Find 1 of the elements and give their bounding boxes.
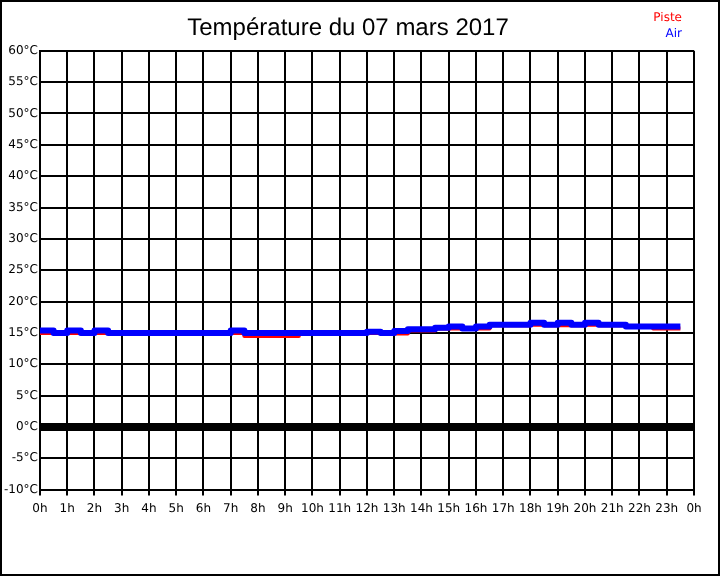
chart-title: Température du 07 mars 2017: [187, 13, 510, 42]
